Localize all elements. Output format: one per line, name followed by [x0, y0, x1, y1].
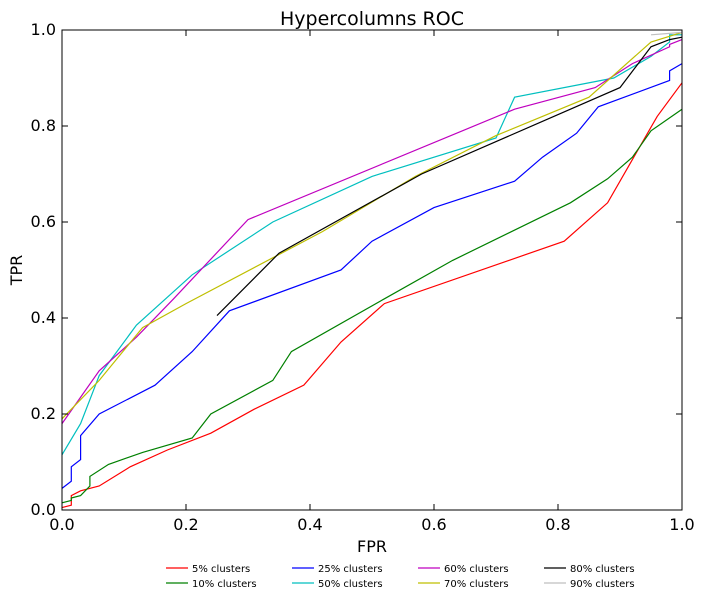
- y-tick-label: 0.6: [31, 212, 56, 231]
- x-tick-label: 0.8: [545, 515, 570, 534]
- series-line-4: [61, 39, 683, 424]
- x-tick-label: 1.0: [669, 515, 694, 534]
- series-line-2: [61, 63, 683, 489]
- series-line-3: [61, 34, 682, 456]
- legend-label-4: 60% clusters: [444, 564, 509, 575]
- x-tick-label: 0.4: [297, 515, 322, 534]
- ticks-layer: 0.0 0.2 0.4 0.6 0.8 1.0 0.0 0.2 0.4 0.6 0.8 1.0: [31, 20, 695, 534]
- chart-title: Hypercolumns ROC: [280, 8, 464, 30]
- series-line-1: [61, 108, 683, 504]
- legend-label-7: 90% clusters: [570, 579, 635, 590]
- y-tick-label: 1.0: [31, 20, 56, 39]
- y-axis-label: TPR: [7, 255, 26, 287]
- y-tick-label: 0.2: [31, 404, 56, 423]
- x-tick-label: 0.6: [421, 515, 446, 534]
- plot-frame: [61, 29, 683, 511]
- series-layer: [61, 31, 683, 509]
- x-axis-label: FPR: [357, 537, 387, 556]
- y-tick-label: 0.4: [31, 308, 56, 327]
- legend-label-3: 50% clusters: [318, 579, 383, 590]
- series-line-6: [216, 36, 683, 317]
- legend-label-2: 25% clusters: [318, 564, 383, 575]
- x-tick-label: 0.0: [49, 515, 74, 534]
- legend-label-1: 10% clusters: [192, 579, 257, 590]
- y-tick-label: 0.8: [31, 116, 56, 135]
- legend-label-5: 70% clusters: [444, 579, 509, 590]
- x-tick-label: 0.2: [173, 515, 198, 534]
- y-tick-label: 0.0: [31, 500, 56, 519]
- legend-label-6: 80% clusters: [570, 564, 635, 575]
- legend: 5% clusters 10% clusters 25% clusters 50% c…: [166, 564, 635, 590]
- series-line-7: [650, 31, 683, 36]
- series-line-0: [61, 82, 683, 509]
- series-line-5: [61, 31, 683, 420]
- legend-label-0: 5% clusters: [192, 564, 250, 575]
